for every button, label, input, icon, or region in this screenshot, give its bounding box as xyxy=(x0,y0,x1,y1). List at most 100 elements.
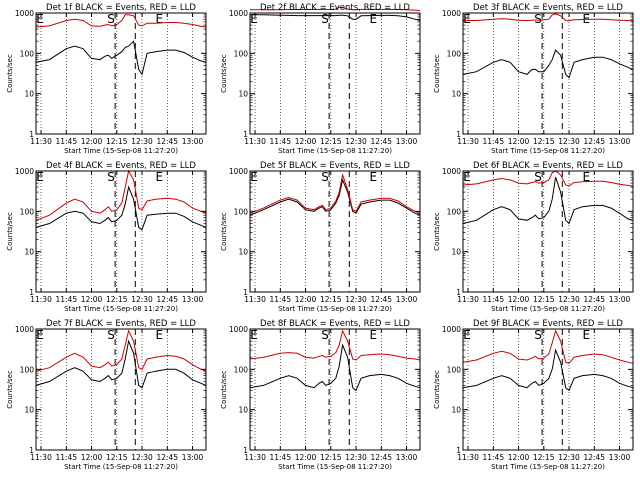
end-marker-label: E xyxy=(36,12,44,26)
end-marker-label: E xyxy=(36,170,44,184)
start-marker-label: S xyxy=(534,12,542,26)
y-axis-label: Counts/sec xyxy=(220,370,228,409)
end-marker-label: E xyxy=(583,170,591,184)
x-tick-label: 11:30 xyxy=(30,295,52,304)
y-tick-label: 10 xyxy=(451,248,461,257)
y-tick-label: 1 xyxy=(243,446,248,455)
y-tick-label: 100 xyxy=(447,49,462,58)
end-marker-label: E xyxy=(370,170,378,184)
y-tick-label: 1000 xyxy=(15,9,34,18)
panel-title: Det 3f BLACK = Events, RED = LLD xyxy=(473,3,623,13)
x-tick-label: 13:00 xyxy=(609,137,631,146)
x-tick-label: 11:45 xyxy=(269,137,291,146)
x-tick-label: 12:15 xyxy=(106,453,128,462)
y-tick-label: 1000 xyxy=(442,9,461,18)
x-axis-label: Start Time (15-Sep-08 11:27:20) xyxy=(64,463,178,471)
start-marker-label: S xyxy=(107,12,115,26)
x-tick-label: 13:00 xyxy=(182,453,204,462)
x-tick-label: 12:30 xyxy=(345,453,367,462)
x-tick-label: 11:30 xyxy=(244,295,266,304)
x-axis-label: Start Time (15-Sep-08 11:27:20) xyxy=(64,147,178,155)
y-axis-label: Counts/sec xyxy=(6,54,14,93)
x-tick-label: 12:45 xyxy=(156,137,178,146)
x-tick-label: 12:45 xyxy=(583,453,605,462)
x-tick-label: 12:00 xyxy=(295,453,317,462)
x-axis-label: Start Time (15-Sep-08 11:27:20) xyxy=(278,463,392,471)
y-tick-label: 1000 xyxy=(15,325,34,334)
x-tick-label: 12:45 xyxy=(583,137,605,146)
y-tick-label: 1 xyxy=(456,446,461,455)
x-tick-label: 12:15 xyxy=(106,295,128,304)
y-tick-label: 10 xyxy=(24,406,34,415)
y-tick-label: 10 xyxy=(238,90,248,99)
x-tick-label: 12:30 xyxy=(558,137,580,146)
y-tick-label: 10 xyxy=(238,248,248,257)
x-tick-label: 12:45 xyxy=(370,453,392,462)
y-tick-label: 10 xyxy=(451,90,461,99)
panel-det-1: S E E 1 10 100 1000 11:30 11:45 12:00 12:15 12:30 12… xyxy=(6,3,207,155)
end-marker-label: E xyxy=(156,170,164,184)
x-tick-label: 11:45 xyxy=(269,453,291,462)
panel-det-4: S E E 1 10 100 1000 11:30 11:45 12:00 12:15 12:30 12… xyxy=(6,161,207,313)
y-tick-label: 1 xyxy=(456,130,461,139)
y-axis-label: Counts/sec xyxy=(220,212,228,251)
x-tick-label: 12:00 xyxy=(295,295,317,304)
events-series-line xyxy=(35,185,207,231)
x-axis-label: Start Time (15-Sep-08 11:27:20) xyxy=(491,305,605,313)
x-tick-label: 11:30 xyxy=(457,295,479,304)
y-axis-label: Counts/sec xyxy=(433,370,441,409)
x-tick-label: 12:15 xyxy=(106,137,128,146)
x-tick-label: 11:30 xyxy=(30,453,52,462)
y-axis-label: Counts/sec xyxy=(6,212,14,251)
x-tick-label: 13:00 xyxy=(396,453,418,462)
panel-title: Det 1f BLACK = Events, RED = LLD xyxy=(46,3,196,13)
y-axis-label: Counts/sec xyxy=(433,212,441,251)
y-axis-label: Counts/sec xyxy=(433,54,441,93)
x-tick-label: 11:45 xyxy=(55,453,77,462)
y-tick-label: 100 xyxy=(447,207,462,216)
x-tick-label: 12:30 xyxy=(558,453,580,462)
plot-frame xyxy=(462,12,634,135)
lld-series-line xyxy=(35,329,207,372)
x-tick-label: 13:00 xyxy=(396,137,418,146)
start-marker-label: S xyxy=(107,170,115,184)
x-tick-label: 12:15 xyxy=(320,453,342,462)
end-marker-label: E xyxy=(463,328,471,342)
y-tick-label: 1 xyxy=(456,288,461,297)
end-marker-label: E xyxy=(583,328,591,342)
x-tick-label: 13:00 xyxy=(609,295,631,304)
lld-series-line xyxy=(462,329,634,364)
end-marker-label: E xyxy=(370,328,378,342)
plot-frame xyxy=(462,170,634,293)
panel-det-8: S E E 1 10 100 1000 11:30 11:45 12:00 12:15 12:30 12… xyxy=(220,319,421,471)
x-tick-label: 12:30 xyxy=(131,295,153,304)
y-tick-label: 1 xyxy=(243,288,248,297)
x-axis-label: Start Time (15-Sep-08 11:27:20) xyxy=(491,147,605,155)
x-tick-label: 12:00 xyxy=(81,295,103,304)
y-tick-label: 100 xyxy=(234,207,249,216)
x-tick-label: 12:00 xyxy=(295,137,317,146)
x-tick-label: 12:30 xyxy=(558,295,580,304)
y-tick-label: 1000 xyxy=(442,325,461,334)
start-marker-label: S xyxy=(321,328,329,342)
x-tick-label: 13:00 xyxy=(396,295,418,304)
panel-title: Det 5f BLACK = Events, RED = LLD xyxy=(260,161,410,171)
events-series-line xyxy=(249,343,421,392)
x-tick-label: 12:45 xyxy=(370,137,392,146)
plot-frame xyxy=(249,328,421,451)
x-tick-label: 12:15 xyxy=(533,137,555,146)
lld-series-line xyxy=(249,329,421,361)
x-tick-label: 12:00 xyxy=(508,295,530,304)
panel-det-5: S E E 1 10 100 1000 11:30 11:45 12:00 12:15 12:30 12… xyxy=(220,161,421,313)
end-marker-label: E xyxy=(463,170,471,184)
y-tick-label: 100 xyxy=(447,365,462,374)
y-axis-label: Counts/sec xyxy=(6,370,14,409)
panel-det-6: S E E 1 10 100 1000 11:30 11:45 12:00 12:15 12:30 12… xyxy=(433,161,634,313)
end-marker-label: E xyxy=(156,328,164,342)
events-series-line xyxy=(35,339,207,389)
lld-series-line xyxy=(35,14,207,28)
panel-title: Det 9f BLACK = Events, RED = LLD xyxy=(473,319,623,329)
x-tick-label: 12:00 xyxy=(508,137,530,146)
